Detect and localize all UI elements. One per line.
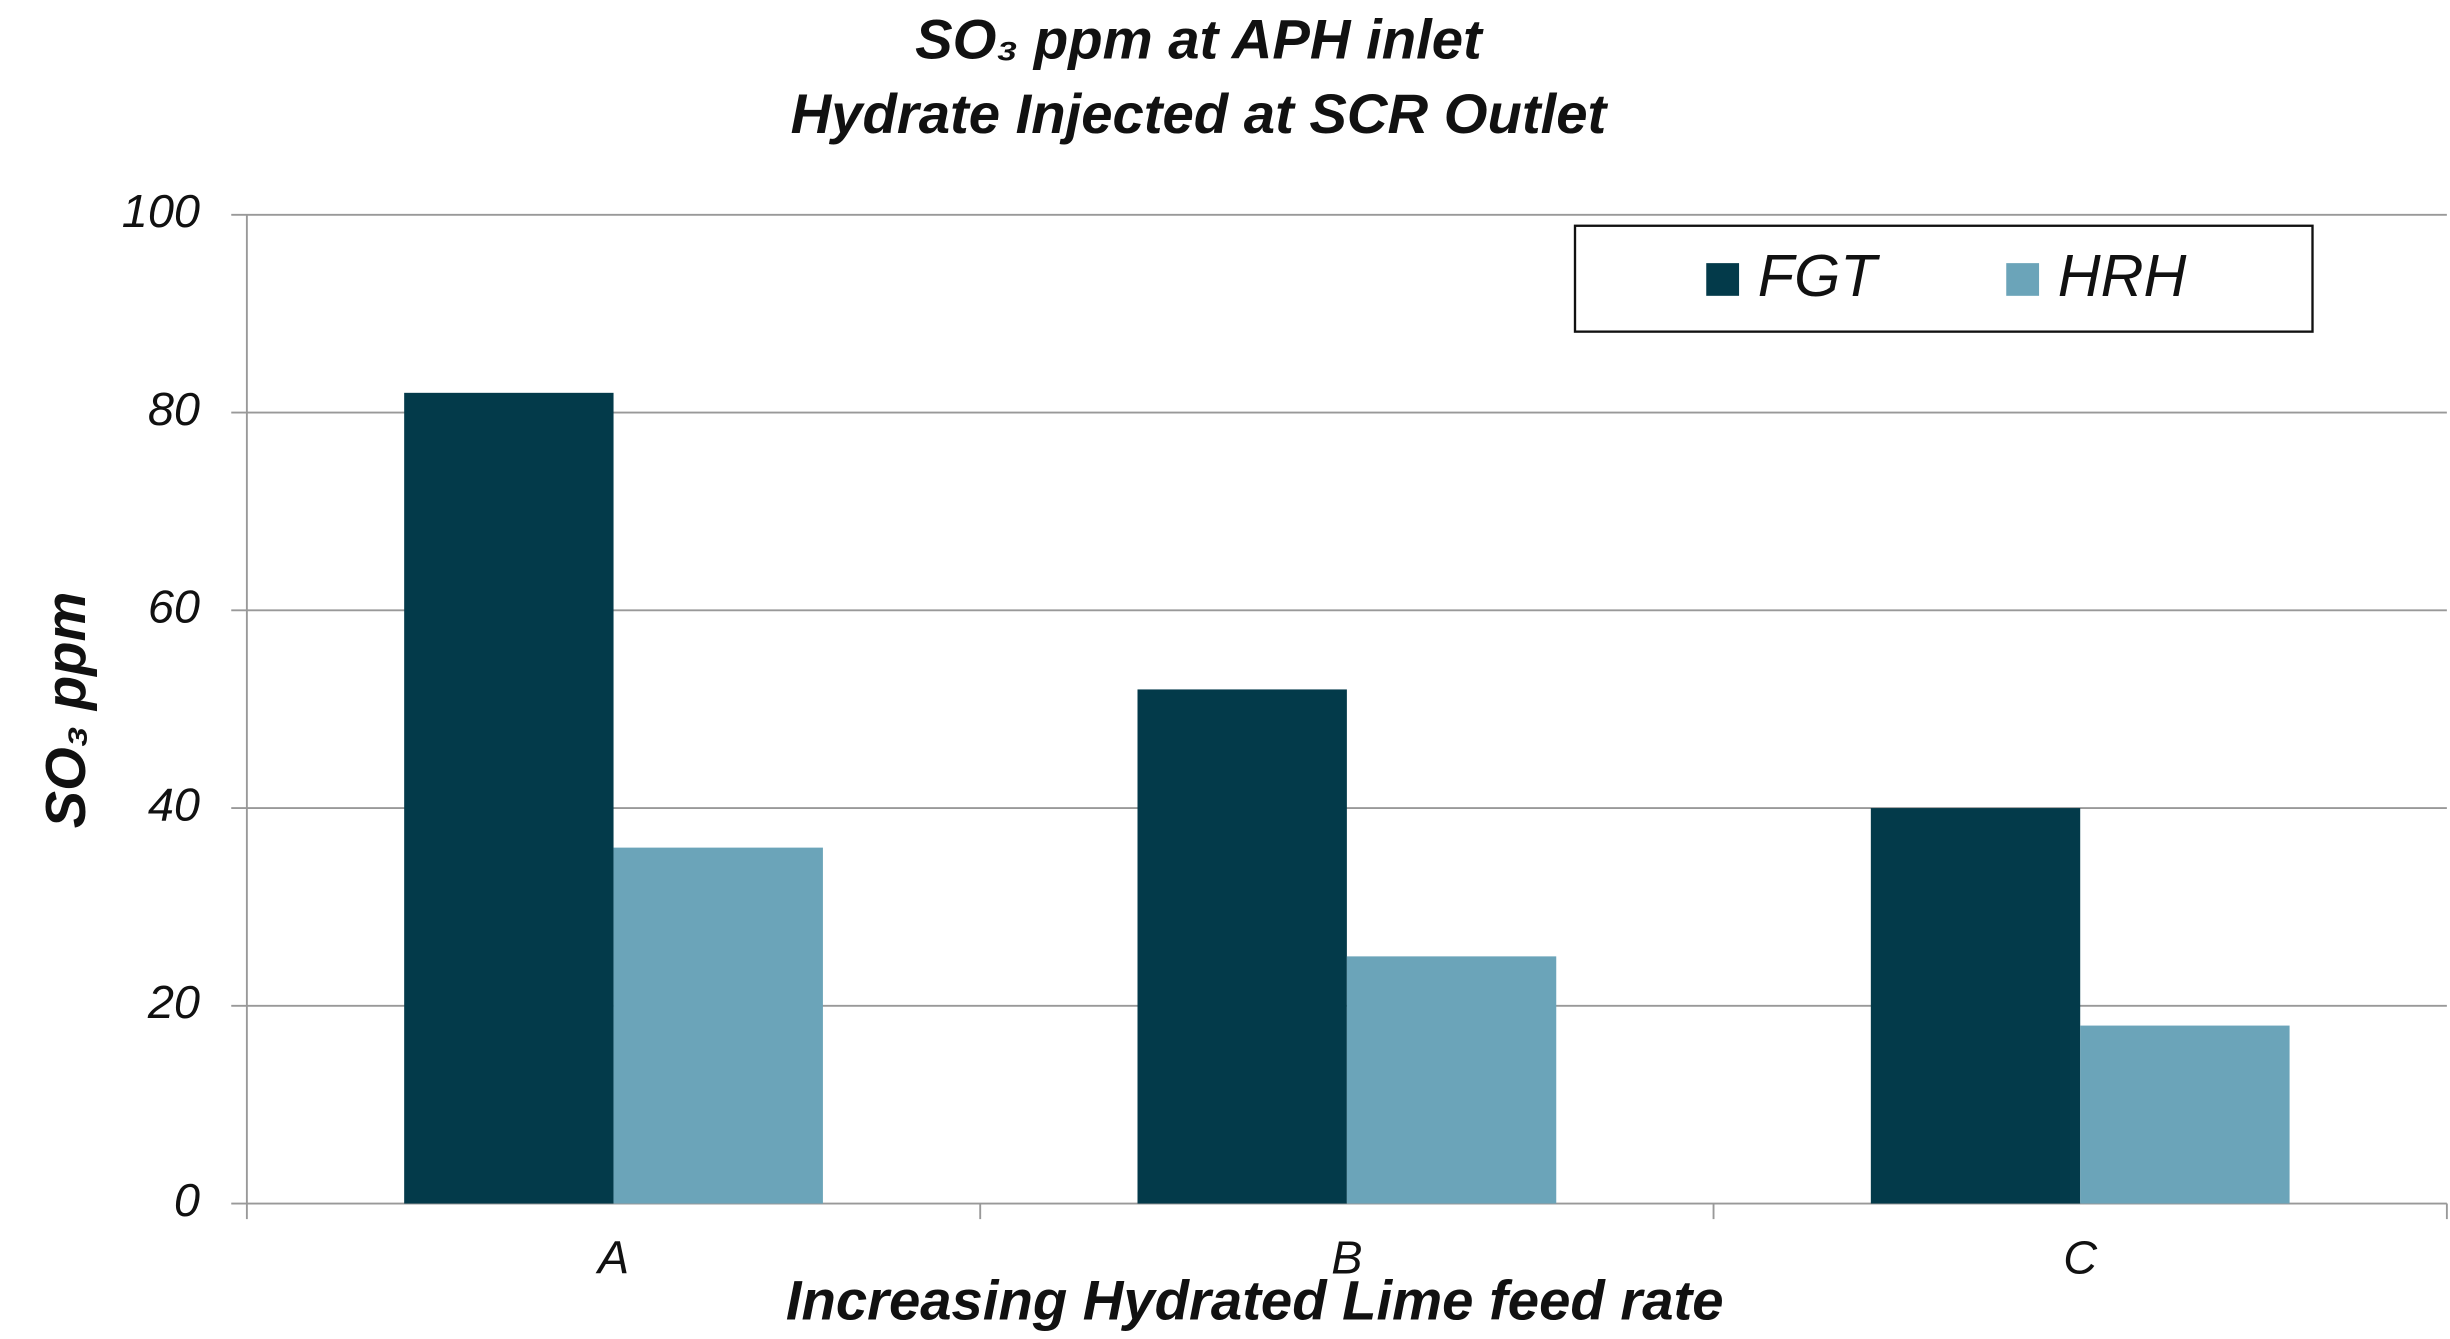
chart-subtitle: Hydrate Injected at SCR Outlet xyxy=(791,82,1609,145)
x-tick-label: B xyxy=(1331,1232,1362,1284)
y-tick-label: 80 xyxy=(148,383,200,435)
legend-swatch xyxy=(1706,263,1740,296)
legend-box xyxy=(1573,224,2314,333)
y-tick-label: 40 xyxy=(148,778,200,830)
bar xyxy=(1137,689,1347,1204)
bar xyxy=(2080,1025,2290,1204)
bar xyxy=(1346,956,1557,1204)
y-tick-label: 100 xyxy=(122,185,200,237)
legend-label: HRH xyxy=(2058,242,2187,309)
bar xyxy=(404,392,614,1204)
legend-label: FGT xyxy=(1758,242,1881,309)
y-axis-label: SO₃ ppm xyxy=(34,592,97,829)
y-tick-label: 60 xyxy=(148,581,200,633)
y-tick-label: 0 xyxy=(174,1174,200,1226)
bar xyxy=(1870,808,2081,1204)
legend-swatch xyxy=(2006,263,2040,296)
y-tick-label: 20 xyxy=(147,976,200,1028)
chart-title: SO₃ ppm at APH inlet xyxy=(915,7,1484,70)
x-tick-label: A xyxy=(595,1232,629,1284)
x-tick-label: C xyxy=(2063,1232,2098,1284)
x-axis-label: Increasing Hydrated Lime feed rate xyxy=(786,1269,1724,1332)
bar xyxy=(613,847,823,1204)
